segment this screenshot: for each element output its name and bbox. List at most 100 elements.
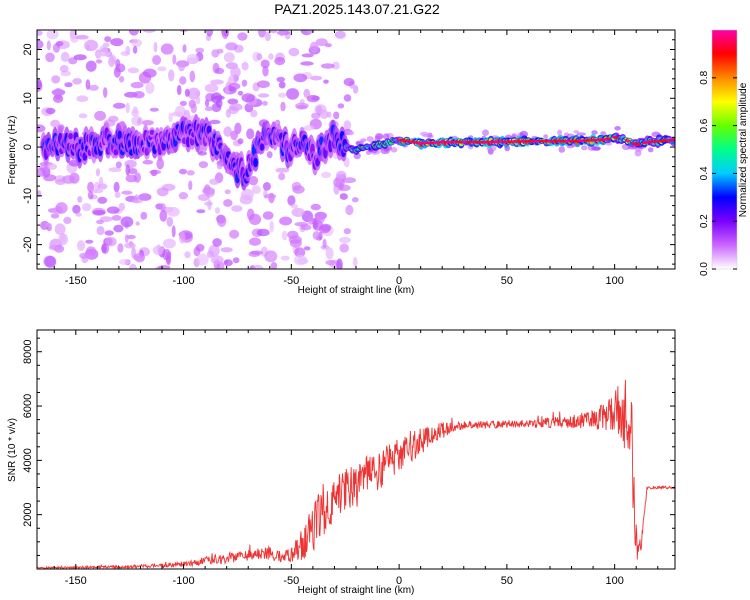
noise-blob	[204, 188, 215, 198]
noise-blob	[204, 83, 219, 93]
noise-blob	[131, 199, 143, 204]
noise-blob	[206, 250, 215, 259]
noise-blob	[262, 211, 274, 220]
noise-blob	[287, 195, 296, 206]
noise-blob	[256, 228, 270, 237]
noise-blob	[135, 221, 140, 226]
x-tick-label: 50	[501, 275, 513, 287]
noise-blob	[142, 159, 154, 165]
noise-blob	[303, 88, 311, 99]
noise-blob	[212, 238, 222, 247]
noise-blob	[581, 145, 588, 151]
noise-blob	[557, 129, 563, 137]
noise-blob	[55, 41, 64, 47]
y-tick-label: -20	[22, 237, 34, 253]
noise-blob	[50, 119, 60, 128]
x-tick-label: -150	[65, 275, 87, 287]
noise-blob	[301, 53, 314, 58]
noise-blob	[366, 136, 374, 142]
noise-blob	[44, 255, 57, 268]
noise-blob	[342, 177, 357, 184]
noise-blob	[125, 164, 131, 177]
noise-blob	[322, 238, 327, 249]
noise-blob	[198, 161, 209, 169]
noise-blob	[296, 105, 308, 110]
noise-blob	[309, 41, 319, 54]
noise-blob	[184, 251, 191, 259]
noise-blob	[195, 243, 205, 252]
noise-blob	[72, 204, 81, 214]
ridge-core	[206, 125, 212, 135]
noise-blob	[323, 79, 329, 84]
noise-blob	[225, 42, 238, 51]
noise-blob	[204, 106, 213, 112]
noise-blob	[108, 167, 122, 173]
noise-blob	[176, 84, 182, 96]
noise-blob	[343, 78, 355, 86]
noise-blob	[249, 237, 261, 246]
noise-blob	[128, 168, 138, 175]
snr-panel: -150 -100 -50 0 50 100 2000 4000 6000 8000 Heigh…	[7, 329, 676, 596]
figure-title: PAZ1.2025.143.07.21.G22	[274, 1, 440, 17]
noise-blob	[45, 52, 55, 63]
noise-blob	[46, 30, 59, 40]
noise-blob	[108, 115, 119, 123]
noise-blob	[216, 163, 223, 170]
noise-blob	[314, 104, 327, 114]
noise-blob	[223, 259, 233, 267]
noise-blob	[278, 30, 285, 37]
noise-blob	[141, 120, 154, 126]
noise-blob	[246, 128, 255, 140]
noise-blob	[241, 61, 249, 71]
noise-blob	[256, 80, 270, 88]
noise-blob	[142, 68, 157, 78]
noise-blob	[55, 202, 68, 214]
noise-blob	[95, 168, 100, 177]
y-tick-label: -10	[22, 188, 34, 204]
spectrogram-x-axis: -150 -100 -50 0 50 100	[53, 30, 659, 287]
noise-blob	[315, 213, 325, 224]
noise-blob	[278, 92, 287, 98]
noise-blob	[339, 243, 350, 253]
noise-blob	[75, 34, 89, 40]
noise-blob	[195, 47, 205, 54]
noise-blob	[229, 103, 243, 111]
ridge-core	[259, 143, 265, 151]
noise-blob	[101, 244, 107, 254]
noise-blob	[576, 132, 587, 136]
noise-blob	[87, 190, 94, 200]
noise-blob	[231, 205, 243, 212]
noise-blob	[290, 204, 298, 209]
x-tick-label: 100	[605, 575, 623, 587]
noise-blob	[336, 258, 343, 269]
noise-blob	[106, 206, 120, 214]
noise-blob	[591, 130, 598, 135]
noise-blob	[248, 176, 259, 186]
noise-blob	[73, 54, 87, 61]
noise-blob	[335, 30, 347, 40]
noise-blob	[250, 250, 263, 255]
noise-blob	[229, 229, 240, 239]
noise-blob	[152, 245, 165, 256]
noise-blob	[55, 178, 66, 185]
noise-blob	[157, 66, 167, 72]
ridge-core	[149, 129, 155, 135]
noise-blob	[166, 206, 180, 217]
noise-blob	[98, 176, 104, 187]
snr-y-label: SNR (10 * v/v)	[7, 418, 18, 482]
noise-blob	[264, 193, 277, 199]
noise-blob	[224, 189, 231, 195]
noise-blob	[270, 262, 278, 269]
noise-blob	[224, 85, 230, 95]
noise-blob	[279, 216, 293, 226]
noise-blob	[85, 79, 91, 90]
noise-blob	[390, 147, 398, 153]
noise-blob	[250, 109, 258, 118]
noise-blob	[84, 39, 99, 52]
noise-blob	[92, 210, 106, 215]
noise-blob	[333, 111, 340, 120]
noise-blob	[182, 44, 187, 53]
noise-blob	[113, 181, 120, 193]
noise-blob	[294, 222, 309, 227]
noise-blob	[142, 30, 156, 33]
